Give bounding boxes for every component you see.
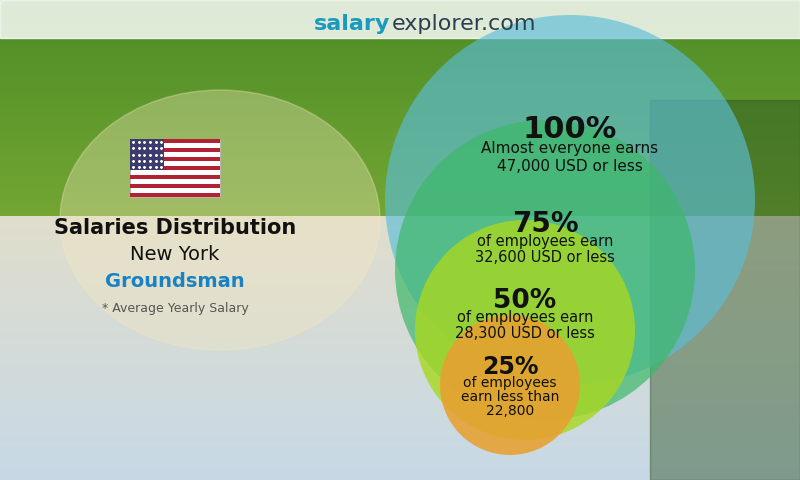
Text: earn less than: earn less than bbox=[461, 390, 559, 404]
Bar bbox=[130, 184, 220, 188]
Circle shape bbox=[395, 120, 695, 420]
Text: 75%: 75% bbox=[512, 210, 578, 238]
Ellipse shape bbox=[60, 90, 380, 350]
Bar bbox=[130, 175, 220, 179]
Text: explorer.com: explorer.com bbox=[392, 14, 537, 34]
Bar bbox=[130, 157, 220, 161]
Text: Salaries Distribution: Salaries Distribution bbox=[54, 218, 296, 238]
Text: 32,600 USD or less: 32,600 USD or less bbox=[475, 250, 615, 265]
Bar bbox=[130, 139, 164, 170]
Bar bbox=[650, 100, 800, 480]
Text: 100%: 100% bbox=[523, 115, 617, 144]
Text: salary: salary bbox=[314, 14, 390, 34]
Text: 47,000 USD or less: 47,000 USD or less bbox=[497, 159, 643, 174]
Text: New York: New York bbox=[130, 245, 220, 264]
Text: of employees: of employees bbox=[463, 376, 557, 390]
Text: * Average Yearly Salary: * Average Yearly Salary bbox=[102, 302, 248, 315]
Text: 28,300 USD or less: 28,300 USD or less bbox=[455, 326, 595, 341]
Bar bbox=[130, 192, 220, 197]
Circle shape bbox=[415, 220, 635, 440]
Text: Groundsman: Groundsman bbox=[105, 272, 245, 291]
Text: 25%: 25% bbox=[482, 355, 538, 379]
Circle shape bbox=[385, 15, 755, 385]
Text: 22,800: 22,800 bbox=[486, 404, 534, 418]
Bar bbox=[130, 139, 220, 144]
Circle shape bbox=[440, 315, 580, 455]
Text: Almost everyone earns: Almost everyone earns bbox=[482, 141, 658, 156]
Text: 50%: 50% bbox=[494, 288, 557, 314]
Bar bbox=[130, 139, 220, 197]
Text: of employees earn: of employees earn bbox=[457, 310, 593, 325]
Bar bbox=[0, 0, 800, 38]
Bar bbox=[130, 148, 220, 152]
Text: of employees earn: of employees earn bbox=[477, 234, 613, 249]
Bar bbox=[130, 166, 220, 170]
